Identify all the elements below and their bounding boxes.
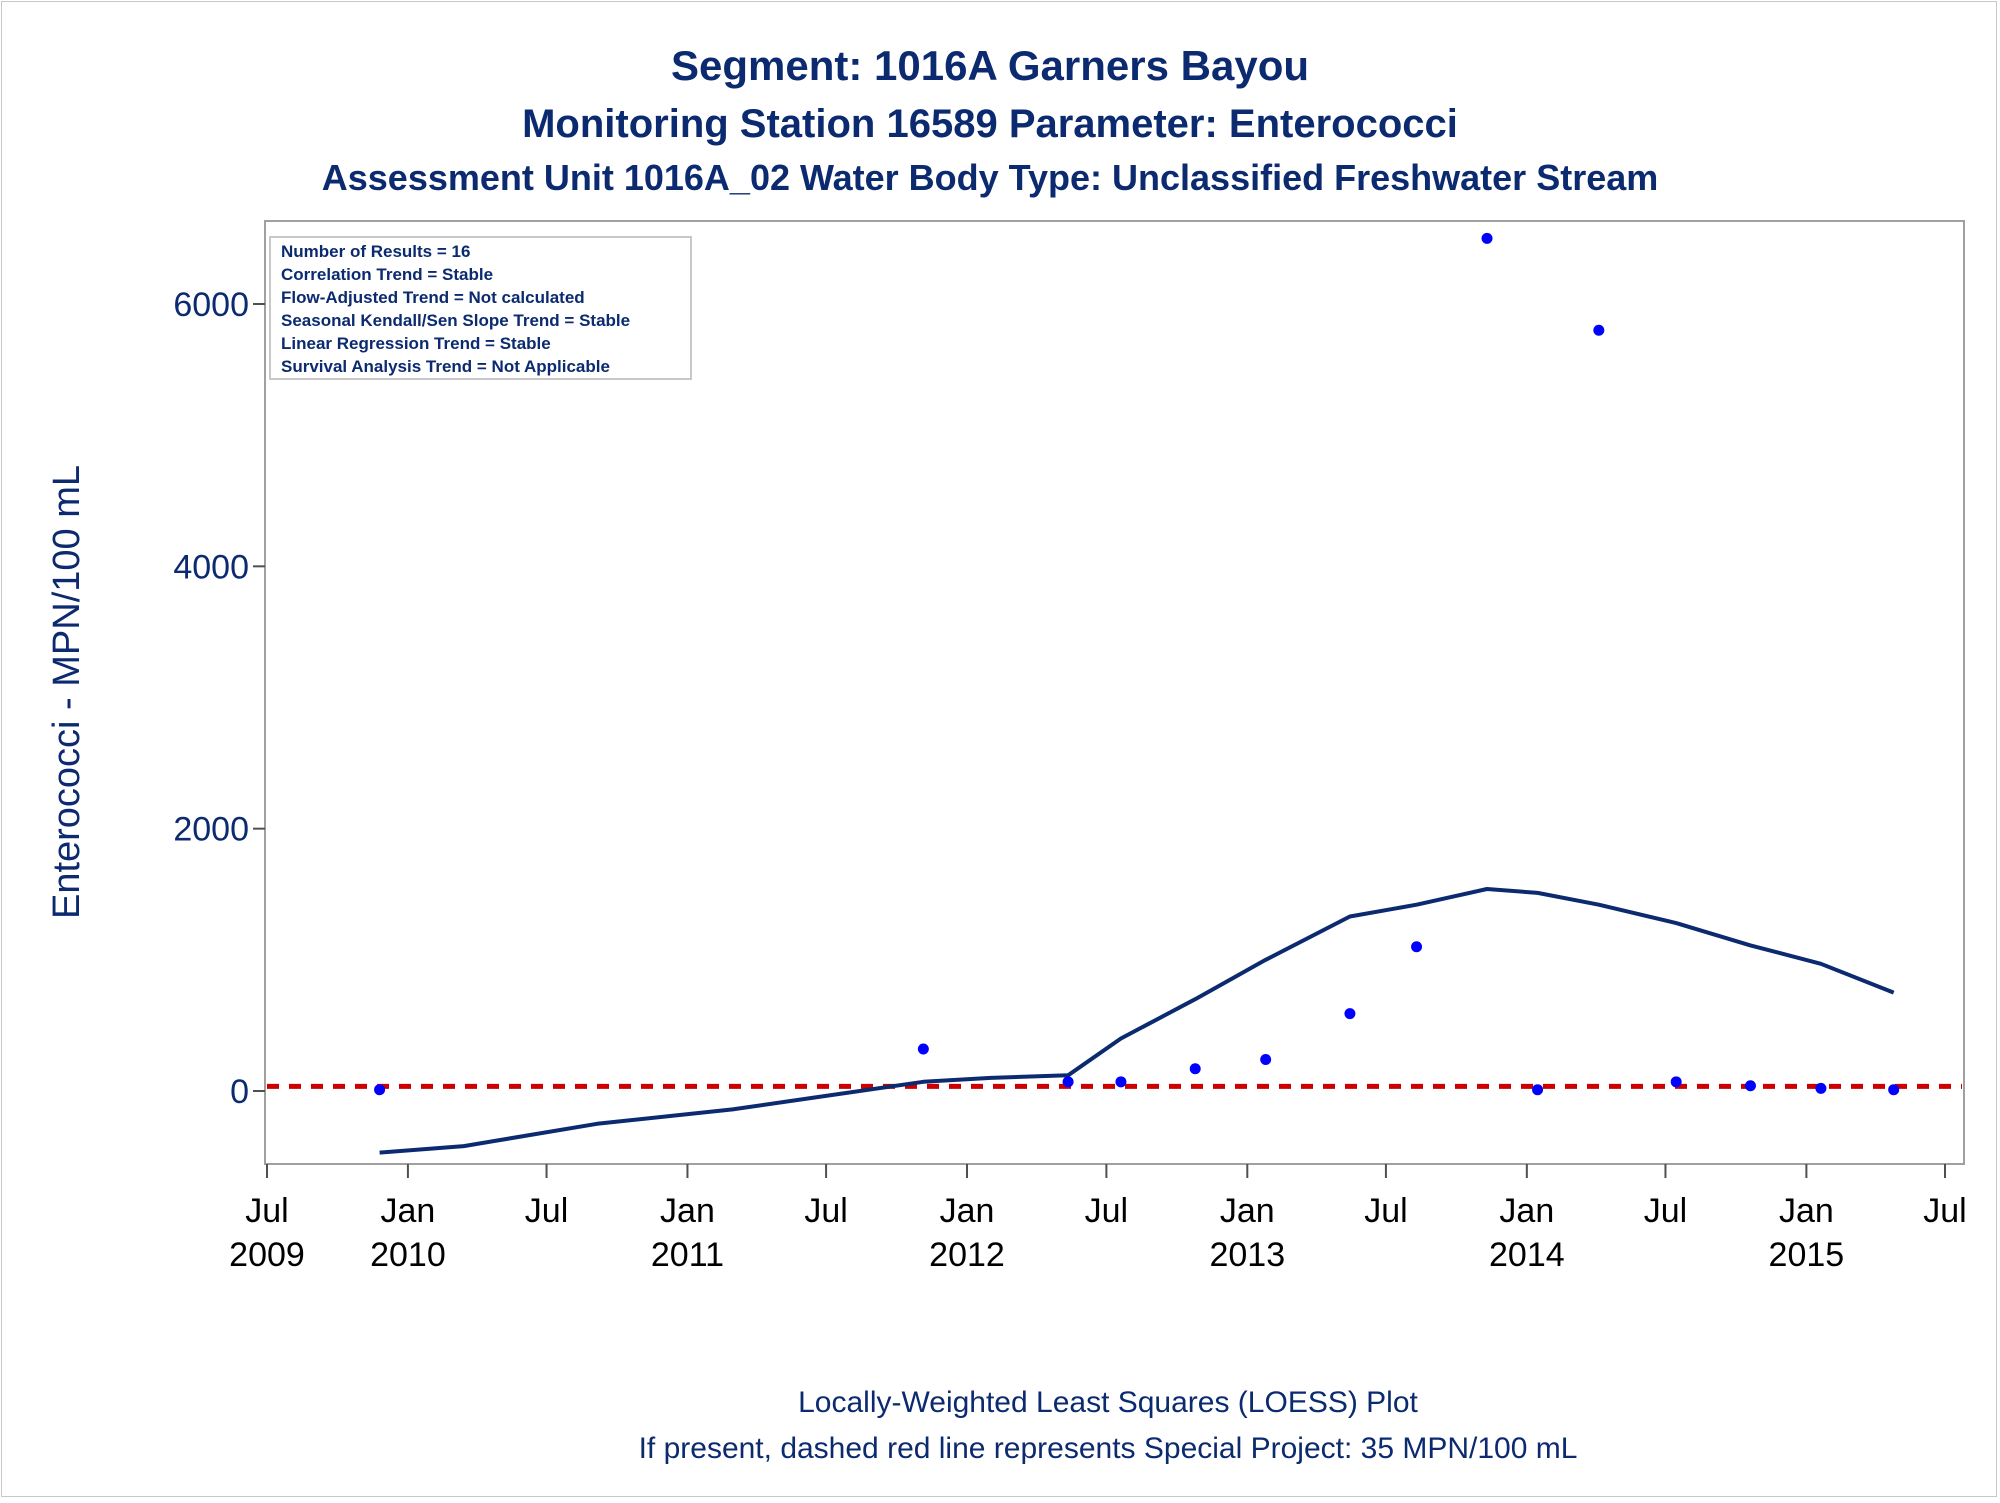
x-tick-label: Jan bbox=[1220, 1192, 1275, 1230]
data-point bbox=[1815, 1082, 1827, 1094]
chart-subtitle: Monitoring Station 16589 Parameter: Ente… bbox=[522, 102, 1458, 146]
x-tick-year-label: 2011 bbox=[651, 1236, 724, 1274]
data-point bbox=[1189, 1063, 1201, 1075]
data-point bbox=[1344, 1008, 1356, 1020]
data-point bbox=[1411, 941, 1423, 953]
data-point bbox=[1888, 1084, 1900, 1096]
footnote-loess: Locally-Weighted Least Squares (LOESS) P… bbox=[798, 1386, 1418, 1419]
y-tick-label: 0 bbox=[230, 1073, 249, 1111]
y-tick-label: 4000 bbox=[173, 548, 249, 586]
x-tick-year-label: 2013 bbox=[1209, 1236, 1285, 1274]
x-tick-label: Jan bbox=[1779, 1192, 1834, 1230]
x-tick-label: Jul bbox=[525, 1192, 568, 1230]
x-tick-label: Jan bbox=[381, 1192, 436, 1230]
x-tick-year-label: 2012 bbox=[929, 1236, 1005, 1274]
data-point bbox=[1260, 1054, 1272, 1066]
stats-line-seasonal-kendall: Seasonal Kendall/Sen Slope Trend = Stabl… bbox=[281, 311, 630, 330]
stats-line-results: Number of Results = 16 bbox=[281, 242, 470, 261]
stats-line-flow-adjusted: Flow-Adjusted Trend = Not calculated bbox=[281, 288, 585, 307]
stats-box bbox=[269, 236, 692, 380]
x-tick-label: Jul bbox=[1923, 1192, 1966, 1230]
loess-group bbox=[379, 887, 1895, 1155]
x-axis: Jul 2009 Jan 2010 Jul Jan 2011 Jul Jan 2012 Jul Jan… bbox=[229, 1164, 1967, 1274]
stats-lines: Number of Results = 16 Correlation Trend… bbox=[281, 242, 630, 376]
data-point bbox=[374, 1084, 386, 1096]
y-axis-label: Enterococci - MPN/100 mL bbox=[46, 465, 88, 919]
x-tick-label: Jul bbox=[1644, 1192, 1687, 1230]
y-tick-label: 6000 bbox=[173, 286, 249, 324]
data-point bbox=[1115, 1076, 1127, 1088]
points-group bbox=[374, 232, 1900, 1096]
x-tick-label: Jul bbox=[1085, 1192, 1128, 1230]
stats-line-linear-regression: Linear Regression Trend = Stable bbox=[281, 334, 551, 353]
x-tick-label: Jan bbox=[660, 1192, 715, 1230]
y-axis: 0 2000 4000 6000 bbox=[173, 286, 265, 1111]
data-point bbox=[1593, 324, 1605, 336]
chart-subtitle-2: Assessment Unit 1016A_02 Water Body Type… bbox=[322, 157, 1659, 198]
chart-title: Segment: 1016A Garners Bayou bbox=[671, 42, 1309, 89]
data-point bbox=[1670, 1076, 1682, 1088]
x-tick-year-label: 2009 bbox=[229, 1236, 305, 1274]
footnote-reference: If present, dashed red line represents S… bbox=[639, 1432, 1578, 1465]
x-tick-label: Jul bbox=[804, 1192, 847, 1230]
x-tick-label: Jul bbox=[1364, 1192, 1407, 1230]
data-point bbox=[1481, 232, 1493, 244]
stats-line-survival: Survival Analysis Trend = Not Applicable bbox=[281, 357, 610, 376]
x-tick-year-label: 2010 bbox=[370, 1236, 446, 1274]
data-point bbox=[1744, 1080, 1756, 1092]
x-tick-year-label: 2014 bbox=[1489, 1236, 1565, 1274]
x-tick-label: Jul bbox=[245, 1192, 288, 1230]
data-point bbox=[917, 1043, 929, 1055]
x-tick-label: Jan bbox=[1499, 1192, 1554, 1230]
loess-curve bbox=[379, 887, 1895, 1155]
data-point bbox=[1062, 1076, 1074, 1088]
y-tick-label: 2000 bbox=[173, 811, 249, 849]
data-point bbox=[1532, 1084, 1544, 1096]
stats-line-correlation: Correlation Trend = Stable bbox=[281, 265, 493, 284]
x-tick-label: Jan bbox=[940, 1192, 995, 1230]
x-tick-year-label: 2015 bbox=[1769, 1236, 1845, 1274]
